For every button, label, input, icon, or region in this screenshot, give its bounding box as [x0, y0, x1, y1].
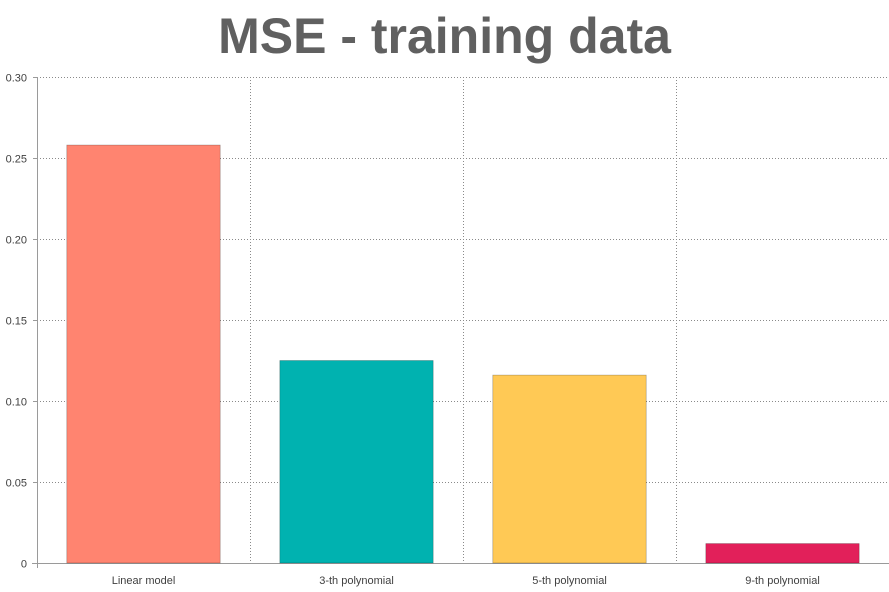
- bar: [279, 360, 434, 564]
- x-tick-label: 5-th polynomial: [532, 575, 607, 587]
- y-tick-label: 0.25: [6, 154, 27, 166]
- bars: [66, 144, 860, 564]
- bar: [705, 543, 860, 564]
- y-tick-label: 0.05: [6, 478, 27, 490]
- bar: [492, 374, 647, 564]
- y-tick-label: 0.20: [6, 235, 27, 247]
- y-tick-label: 0.10: [6, 397, 27, 409]
- bar: [66, 144, 221, 564]
- chart-title: MSE - training data: [218, 8, 671, 64]
- y-tick-label: 0.15: [6, 316, 27, 328]
- y-tick-label: 0.30: [6, 73, 27, 85]
- x-tick-label: 3-th polynomial: [319, 575, 394, 587]
- axes: [32, 77, 889, 568]
- tick-labels: 0 0.05 0.10 0.15 0.20 0.25 0.30 Linear model 3-t…: [6, 73, 820, 588]
- x-tick-label: 9-th polynomial: [745, 575, 820, 587]
- x-tick-label: Linear model: [112, 575, 176, 587]
- y-tick-label: 0: [21, 559, 27, 571]
